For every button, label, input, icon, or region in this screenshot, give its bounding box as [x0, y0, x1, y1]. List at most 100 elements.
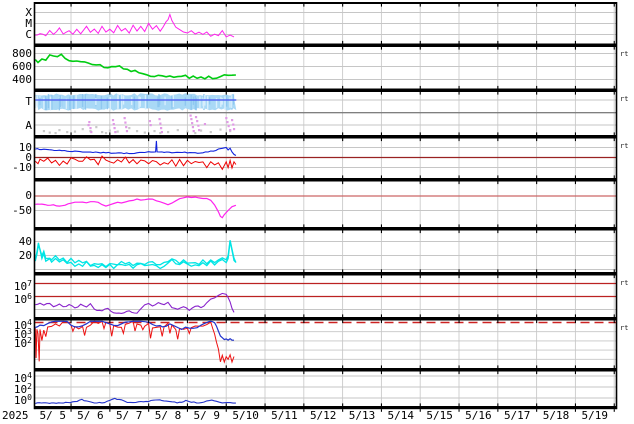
- axis-tick: [225, 138, 227, 142]
- axis-tick: [148, 132, 150, 135]
- axis-tick: [536, 40, 538, 44]
- axis-tick: [536, 230, 538, 234]
- axis-tick: [225, 269, 227, 272]
- axis-tick: [380, 269, 382, 272]
- activity-dot-gray: [159, 132, 162, 135]
- xtick-label-5-17: 5/17: [503, 409, 531, 422]
- activity-dot-violet: [158, 118, 161, 121]
- axis-tick: [109, 314, 111, 317]
- xtick-label-5-16: 5/16: [465, 409, 492, 422]
- panel-border: [34, 368, 617, 372]
- panel-border: [34, 135, 617, 139]
- axis-tick: [574, 132, 576, 135]
- axis-tick: [613, 47, 615, 50]
- axis-tick: [264, 224, 266, 227]
- axis-tick: [613, 371, 615, 375]
- activity-dot-gray: [143, 131, 146, 134]
- activity-dot-gray: [58, 129, 61, 132]
- axis-tick: [574, 92, 576, 95]
- axis-tick: [186, 132, 188, 135]
- axis-tick: [419, 175, 421, 178]
- axis-tick: [148, 409, 150, 412]
- series-plasma-density: [34, 241, 237, 270]
- axis-tick: [574, 175, 576, 178]
- activity-dot-violet: [198, 129, 201, 132]
- ytick-electron-107: 107: [13, 278, 32, 293]
- axis-tick: [458, 175, 460, 178]
- axis-tick: [419, 365, 421, 368]
- axis-tick: [303, 409, 305, 412]
- axis-tick: [536, 132, 538, 135]
- axis-tick: [264, 403, 266, 406]
- axis-tick: [109, 224, 111, 227]
- series-proton-flux-blue: [35, 320, 235, 341]
- axis-tick: [458, 40, 460, 44]
- axis-tick: [497, 409, 499, 412]
- axis-tick: [148, 47, 150, 50]
- axis-tick: [186, 92, 188, 95]
- axis-tick: [225, 230, 227, 234]
- axis-tick: [70, 365, 72, 368]
- axis-tick: [380, 371, 382, 375]
- axis-tick: [264, 47, 266, 50]
- activity-dot-violet: [148, 120, 151, 123]
- activity-dot-gray: [186, 130, 189, 133]
- activity-dot-violet: [160, 127, 163, 130]
- activity-dot-violet: [89, 127, 92, 130]
- activity-dot-violet: [191, 122, 194, 125]
- axis-tick: [574, 269, 576, 272]
- axis-tick: [419, 92, 421, 95]
- ytick-dst-0: 0: [25, 189, 32, 202]
- axis-tick: [613, 181, 615, 185]
- activity-dot-violet: [191, 126, 195, 129]
- axis-tick: [536, 320, 538, 324]
- axis-tick: [497, 403, 499, 406]
- axis-tick: [458, 224, 460, 227]
- axis-tick: [497, 47, 499, 50]
- axis-tick: [148, 4, 150, 7]
- axis-tick: [109, 132, 111, 135]
- activity-dot-violet: [227, 125, 230, 128]
- axis-tick: [70, 4, 72, 7]
- ytick-density-40: 40: [18, 234, 32, 248]
- axis-tick: [419, 138, 421, 142]
- axis-tick: [186, 409, 188, 412]
- axis-tick: [419, 314, 421, 317]
- axis-tick: [225, 4, 227, 7]
- xtick-label-5-15: 5/15: [426, 409, 453, 422]
- axis-tick: [574, 47, 576, 50]
- axis-tick: [613, 409, 615, 412]
- axis-tick: [109, 181, 111, 185]
- activity-dot-gray: [219, 128, 222, 131]
- axis-tick: [264, 371, 266, 375]
- activity-dot-gray: [101, 131, 104, 134]
- axis-tick: [225, 132, 227, 135]
- axis-tick: [380, 138, 382, 142]
- xray-flux-panel: [35, 3, 617, 44]
- axis-tick: [148, 181, 150, 185]
- axis-tick: [186, 224, 188, 227]
- axis-tick: [380, 92, 382, 95]
- axis-tick: [342, 138, 344, 142]
- axis-tick: [380, 4, 382, 7]
- rt-marker-bfield: rt: [620, 141, 629, 150]
- activity-dot-gray: [104, 132, 108, 135]
- activity-dot-violet: [159, 122, 162, 125]
- axis-tick: [613, 320, 615, 324]
- axis-tick: [225, 275, 227, 279]
- axis-tick: [419, 181, 421, 185]
- axis-tick: [497, 275, 499, 279]
- axis-tick: [342, 365, 344, 368]
- activity-dot-gray: [48, 131, 51, 134]
- axis-tick: [458, 320, 460, 324]
- axis-tick: [419, 320, 421, 324]
- axis-tick: [613, 175, 615, 178]
- axis-tick: [148, 85, 150, 89]
- right-border: [615, 2, 618, 410]
- axis-tick: [419, 409, 421, 412]
- axis-tick: [613, 365, 615, 368]
- axis-tick: [109, 47, 111, 50]
- ytick-proton-102: 102: [13, 335, 32, 350]
- axis-tick: [497, 138, 499, 142]
- axis-tick: [148, 269, 150, 272]
